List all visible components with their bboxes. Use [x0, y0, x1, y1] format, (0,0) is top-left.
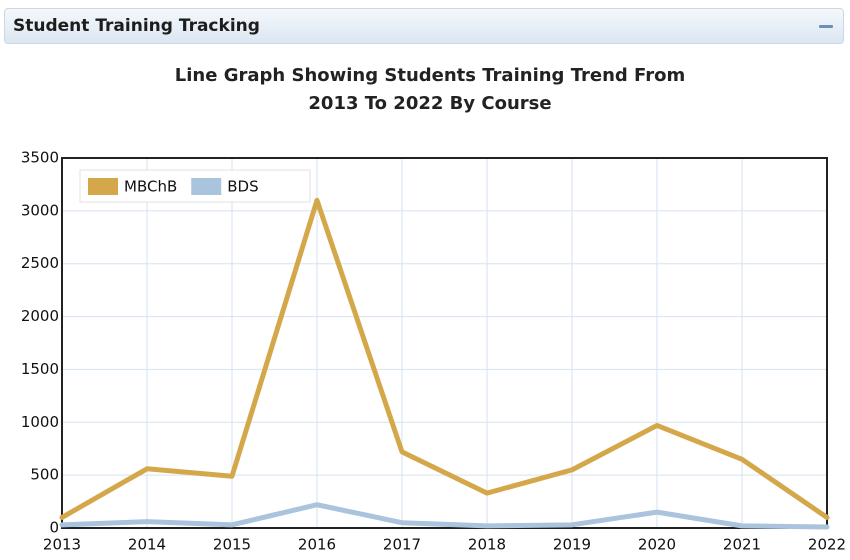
series-line	[59, 197, 830, 520]
x-tick-label: 2017	[383, 536, 421, 554]
y-tick-label: 1500	[21, 360, 59, 378]
x-tick-label: 2021	[723, 536, 761, 554]
x-tick-label: 2019	[553, 536, 591, 554]
y-tick-label: 3000	[21, 201, 59, 219]
legend-swatch	[191, 178, 222, 195]
series-line	[59, 502, 830, 530]
x-tick-label: 2016	[298, 536, 336, 554]
plot-border	[61, 157, 828, 529]
legend-label: MBChB	[124, 178, 177, 196]
x-tick-label: 2014	[128, 536, 166, 554]
y-tick-label: 3500	[21, 149, 59, 167]
x-tick-label: 2015	[213, 536, 251, 554]
plot-area	[62, 158, 827, 528]
panel-header: Student Training Tracking	[4, 8, 844, 44]
y-tick-label: 0	[49, 519, 59, 537]
y-tick-label: 1000	[21, 413, 59, 431]
legend-label: BDS	[227, 178, 258, 196]
x-tick-label: 2020	[638, 536, 676, 554]
x-tick-label: 2022	[808, 536, 846, 554]
panel-title: Student Training Tracking	[13, 16, 260, 36]
y-tick-label: 2000	[21, 307, 59, 325]
y-tick-label: 2500	[21, 254, 59, 272]
x-tick-label: 2018	[468, 536, 506, 554]
legend-swatch	[88, 178, 118, 195]
legend: MBChB BDS	[79, 169, 311, 203]
chart-title: Line Graph Showing Students Training Tre…	[174, 65, 686, 114]
y-tick-label: 500	[30, 466, 59, 484]
x-tick-label: 2013	[43, 536, 81, 554]
minimize-button[interactable]	[819, 25, 833, 28]
